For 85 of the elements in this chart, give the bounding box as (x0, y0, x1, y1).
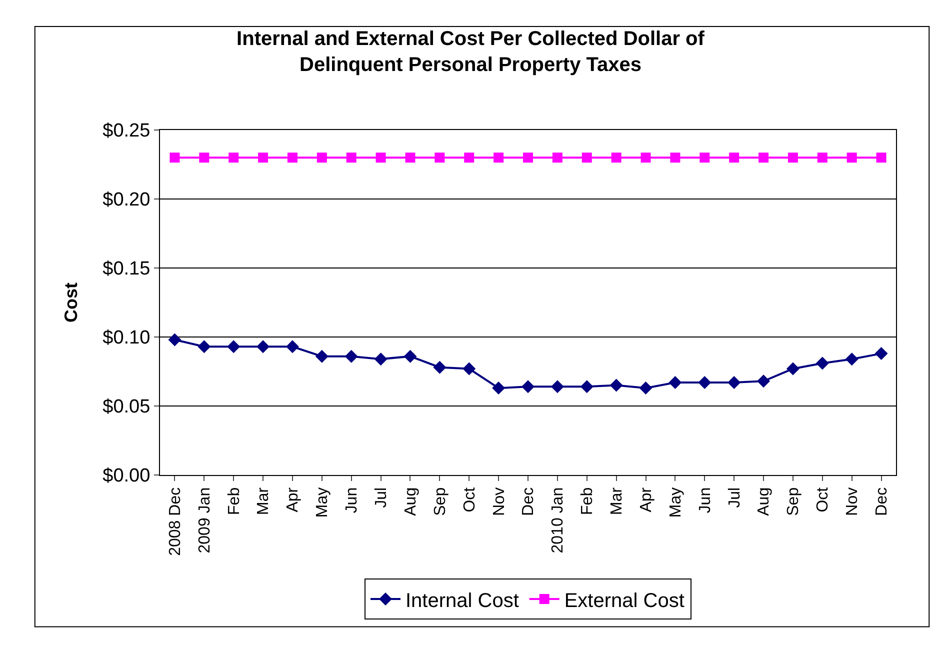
point (640, 152, 651, 163)
point (523, 152, 533, 163)
point (788, 152, 798, 163)
x-tick-label: Dec (520, 487, 538, 516)
x-tick-label: Jun (344, 487, 361, 514)
y-tick-label: $0.10 (102, 328, 150, 349)
point (256, 340, 270, 354)
point (758, 152, 769, 163)
point (816, 356, 829, 370)
point (492, 382, 506, 395)
point (522, 380, 534, 394)
x-tick-label: Oct (814, 486, 832, 512)
point (611, 152, 622, 163)
point (199, 152, 210, 163)
x-tick-label: May (314, 487, 332, 518)
point (639, 382, 652, 395)
y-tick-label: $0.20 (102, 190, 150, 211)
point (434, 152, 445, 163)
x-tick-label: Sep (785, 487, 802, 516)
point (668, 376, 682, 390)
x-tick-label: Mar (255, 486, 272, 515)
x-tick-label: Aug (402, 487, 420, 516)
point (728, 376, 741, 390)
y-axis-title: Cost (60, 282, 81, 322)
y-tick-label: $0.25 (102, 120, 150, 142)
y-tick-label: $0.00 (102, 466, 150, 487)
x-tick-label: Oct (461, 486, 478, 512)
chart-title: Internal and External Cost Per Collected Dollar of Delinquent Personal Property Taxes (236, 28, 705, 76)
point (315, 350, 328, 363)
point (698, 376, 712, 390)
point (494, 152, 504, 163)
x-tick-label: 2010 Jan (550, 487, 567, 554)
x-tick-label: Nov (844, 487, 862, 516)
x-tick-label: Aug (756, 487, 773, 516)
x-tick-label: 2009 Jan (196, 487, 214, 554)
point (610, 378, 623, 392)
x-tick-label: Jul (373, 487, 390, 508)
point (874, 347, 888, 360)
point (462, 362, 476, 376)
point (876, 152, 886, 163)
point (170, 152, 180, 163)
point (405, 152, 416, 163)
legend-label: External Cost (564, 590, 685, 612)
y-tick-label: $0.15 (102, 258, 150, 280)
legend-label: Internal Cost (406, 590, 520, 612)
x-tick-label: Apr (638, 486, 655, 512)
x-tick-label: 2008 Dec (166, 487, 184, 556)
point (729, 152, 740, 163)
x-tick-label: Feb (226, 487, 243, 515)
point (757, 374, 770, 388)
x-tick-label: Apr (284, 486, 302, 512)
point (846, 152, 857, 163)
x-tick-label: Feb (579, 487, 596, 515)
point (817, 152, 828, 163)
x-tick-label: Jun (696, 487, 714, 514)
point (786, 362, 800, 376)
point (316, 152, 327, 163)
point (404, 350, 417, 363)
y-tick-label: $0.05 (102, 396, 150, 418)
point (464, 152, 474, 163)
point (286, 340, 299, 354)
point (580, 380, 594, 394)
point (258, 152, 268, 163)
x-tick-label: Nov (490, 487, 508, 516)
x-tick-label: Dec (873, 487, 890, 516)
point (845, 352, 858, 366)
point (376, 152, 386, 163)
x-tick-label: Mar (608, 486, 626, 515)
x-tick-label: Jul (726, 487, 744, 508)
point (582, 152, 592, 163)
point (198, 340, 211, 354)
point (433, 360, 446, 374)
point (228, 152, 239, 163)
point (550, 380, 564, 394)
point (227, 340, 240, 354)
x-tick-label: Sep (432, 487, 449, 516)
point (287, 152, 298, 163)
point (700, 152, 710, 163)
point (552, 152, 562, 163)
point (168, 333, 182, 346)
x-tick-label: May (667, 487, 684, 518)
point (346, 152, 356, 163)
point (374, 352, 388, 366)
point (344, 350, 358, 363)
point (670, 152, 680, 163)
